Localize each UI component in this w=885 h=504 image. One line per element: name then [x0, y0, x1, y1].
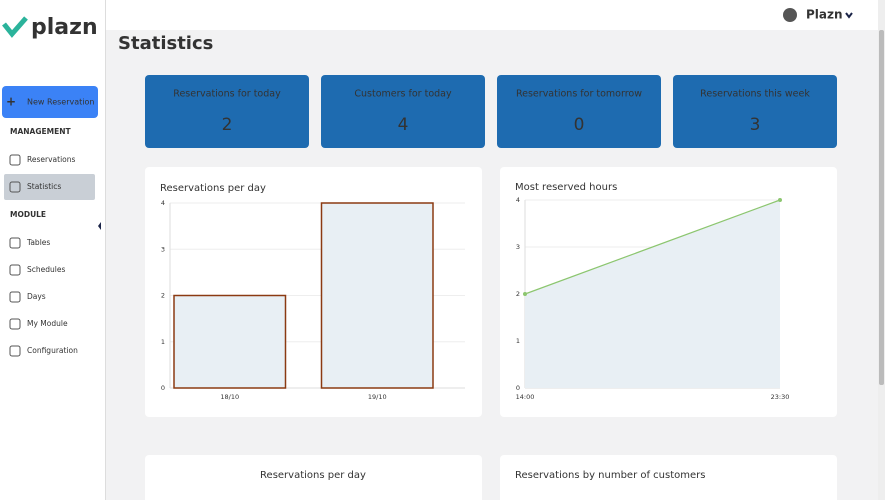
- chart-panel: [500, 455, 837, 504]
- stat-value: 3: [750, 115, 761, 135]
- nav-item[interactable]: Schedules: [27, 265, 65, 274]
- collapse-arrow[interactable]: [98, 222, 101, 230]
- x-tick-label: 23:30: [771, 393, 790, 401]
- y-tick-label: 0: [516, 384, 520, 392]
- y-tick-label: 0: [161, 384, 165, 392]
- chart-title: Most reserved hours: [515, 182, 617, 193]
- nav-item[interactable]: My Module: [27, 319, 68, 328]
- nav-item[interactable]: Configuration: [27, 346, 78, 355]
- stat-card: [321, 75, 485, 148]
- nav-icon: [9, 181, 21, 193]
- stat-label: Reservations for tomorrow: [516, 89, 642, 100]
- nav-icon: [9, 237, 21, 249]
- y-tick-label: 4: [516, 196, 520, 204]
- account-name[interactable]: Plazn: [806, 8, 843, 22]
- x-tick-label: 14:00: [516, 393, 535, 401]
- nav-icon: [9, 345, 21, 357]
- y-tick-label: 3: [516, 243, 520, 251]
- y-tick-label: 1: [161, 338, 165, 346]
- area: [525, 200, 780, 388]
- stat-value: 2: [222, 115, 233, 135]
- nav-item[interactable]: Tables: [26, 238, 50, 247]
- y-tick-label: 2: [516, 290, 520, 298]
- chart-title: Reservations per day: [160, 183, 266, 194]
- sidebar: [0, 0, 105, 500]
- section-title: MANAGEMENT: [10, 127, 71, 136]
- nav-item[interactable]: Reservations: [27, 155, 75, 164]
- plus-icon: +: [6, 95, 16, 109]
- panel-title: Reservations by number of customers: [515, 470, 705, 481]
- globe-icon: [783, 8, 797, 22]
- scroll-thumb[interactable]: [879, 30, 884, 385]
- nav-icon: [9, 264, 21, 276]
- section-title: MODULE: [10, 210, 46, 219]
- y-tick-label: 1: [516, 337, 520, 345]
- account-caret[interactable]: [845, 12, 853, 19]
- bar: [173, 294, 287, 389]
- line: [524, 199, 781, 295]
- chart-panel: [145, 455, 482, 504]
- stat-label: Customers for today: [354, 89, 452, 100]
- panel-title: Reservations per day: [260, 470, 366, 481]
- logo: plazn: [31, 15, 98, 40]
- topbar: [106, 0, 885, 30]
- stat-card: [497, 75, 661, 148]
- point: [778, 198, 782, 202]
- x-tick-label: 19/10: [368, 393, 387, 401]
- page-title: Statistics: [118, 33, 213, 54]
- new-reservation-button[interactable]: [2, 86, 98, 118]
- stat-value: 4: [398, 115, 409, 135]
- nav-icon: [9, 154, 21, 166]
- x-tick-label: 18/10: [220, 393, 239, 401]
- stat-value: 0: [574, 115, 585, 135]
- nav-icon: [9, 291, 21, 303]
- stat-card: [145, 75, 309, 148]
- stat-card: [673, 75, 837, 148]
- y-tick-label: 4: [161, 199, 165, 207]
- nav-item[interactable]: Statistics: [27, 182, 61, 191]
- logo-mark: [2, 16, 28, 38]
- y-tick-label: 3: [161, 245, 165, 253]
- active-item-bg: [4, 174, 95, 200]
- stat-label: Reservations this week: [700, 89, 810, 100]
- bar: [320, 202, 434, 389]
- y-tick-label: 2: [161, 292, 165, 300]
- nav-item[interactable]: Days: [27, 292, 46, 301]
- stat-label: Reservations for today: [173, 89, 281, 100]
- nav-icon: [9, 318, 21, 330]
- point: [523, 292, 527, 296]
- new-reservation-label[interactable]: New Reservation: [27, 98, 94, 107]
